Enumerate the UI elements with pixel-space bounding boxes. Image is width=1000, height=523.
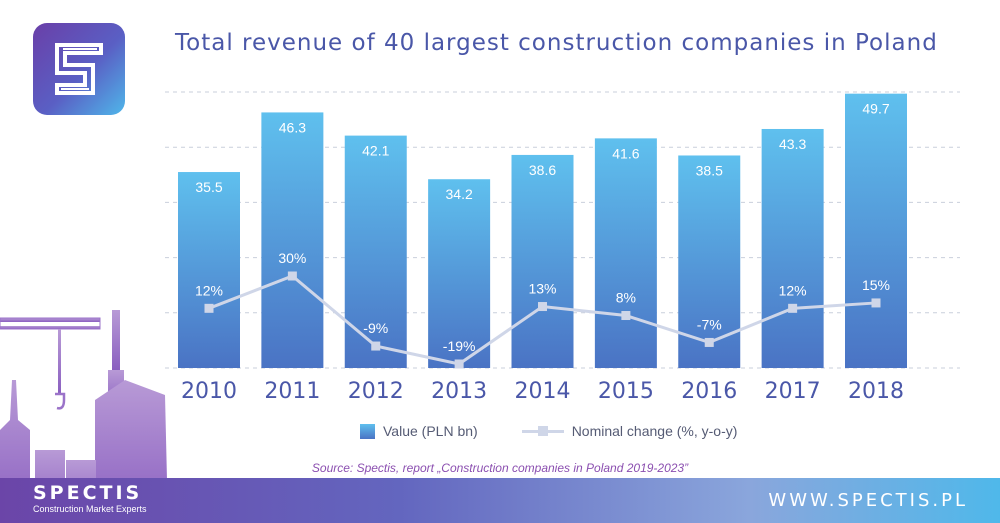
chart-title: Total revenue of 40 largest construction… <box>175 30 938 56</box>
bar-value-label: 49.7 <box>862 101 889 117</box>
change-value-label: 30% <box>278 250 306 266</box>
bar-value-label: 43.3 <box>779 136 806 152</box>
legend-item-value: Value (PLN bn) <box>360 423 478 439</box>
spectis-s-logo-icon <box>55 43 103 95</box>
spectis-logo <box>33 23 125 115</box>
bar-swatch-icon <box>360 423 375 439</box>
change-value-label: -9% <box>363 320 388 336</box>
x-tick-label: 2013 <box>431 379 487 404</box>
bar-2013 <box>428 179 491 368</box>
legend-value-label: Value (PLN bn) <box>383 423 478 439</box>
bar-value-label: 42.1 <box>362 143 389 159</box>
change-value-label: 13% <box>528 281 556 297</box>
change-point <box>287 271 297 281</box>
x-tick-label: 2018 <box>848 379 904 404</box>
bar-value-label: 38.5 <box>696 162 723 178</box>
x-tick-label: 2014 <box>515 379 571 404</box>
x-tick-label: 2012 <box>348 379 404 404</box>
change-point <box>871 298 881 308</box>
bar-2018 <box>845 93 907 368</box>
bar-value-label: 35.5 <box>195 179 222 195</box>
bar-value-label: 34.2 <box>446 186 473 202</box>
x-tick-label: 2017 <box>765 379 821 404</box>
bar-2015 <box>594 138 657 368</box>
change-point <box>204 303 214 313</box>
chart-legend: Value (PLN bn) Nominal change (%, y-o-y) <box>360 420 781 442</box>
change-value-label: 8% <box>616 290 636 306</box>
change-value-label: -7% <box>697 316 722 332</box>
line-swatch-icon <box>521 424 564 438</box>
website-link[interactable]: WWW.SPECTIS.PL <box>768 490 968 511</box>
bar-2010 <box>178 172 240 368</box>
change-value-label: 12% <box>195 282 223 298</box>
change-point <box>704 337 714 347</box>
change-point <box>788 303 798 313</box>
bar-2014 <box>511 154 574 368</box>
change-point <box>454 359 464 369</box>
x-tick-label: 2011 <box>264 379 320 404</box>
bar-2011 <box>261 112 324 368</box>
bar-value-label: 41.6 <box>612 145 639 161</box>
change-point <box>371 341 381 351</box>
change-point <box>538 302 547 312</box>
footer-band <box>0 478 1000 523</box>
bar-value-label: 38.6 <box>529 162 556 178</box>
change-value-label: -19% <box>443 338 476 354</box>
brand-name: SPECTIS <box>33 482 143 504</box>
brand-tagline: Construction Market Experts <box>33 504 147 514</box>
x-tick-label: 2010 <box>181 379 237 404</box>
legend-change-label: Nominal change (%, y-o-y) <box>571 423 738 439</box>
change-point <box>621 311 631 321</box>
change-value-label: 15% <box>862 277 890 293</box>
change-value-label: 12% <box>779 282 807 298</box>
source-note: Source: Spectis, report „Construction co… <box>311 461 689 475</box>
legend-item-change: Nominal change (%, y-o-y) <box>521 423 738 439</box>
x-tick-label: 2016 <box>681 379 737 404</box>
x-tick-label: 2015 <box>598 379 654 404</box>
bar-2017 <box>761 128 824 368</box>
bar-value-label: 46.3 <box>279 119 306 135</box>
